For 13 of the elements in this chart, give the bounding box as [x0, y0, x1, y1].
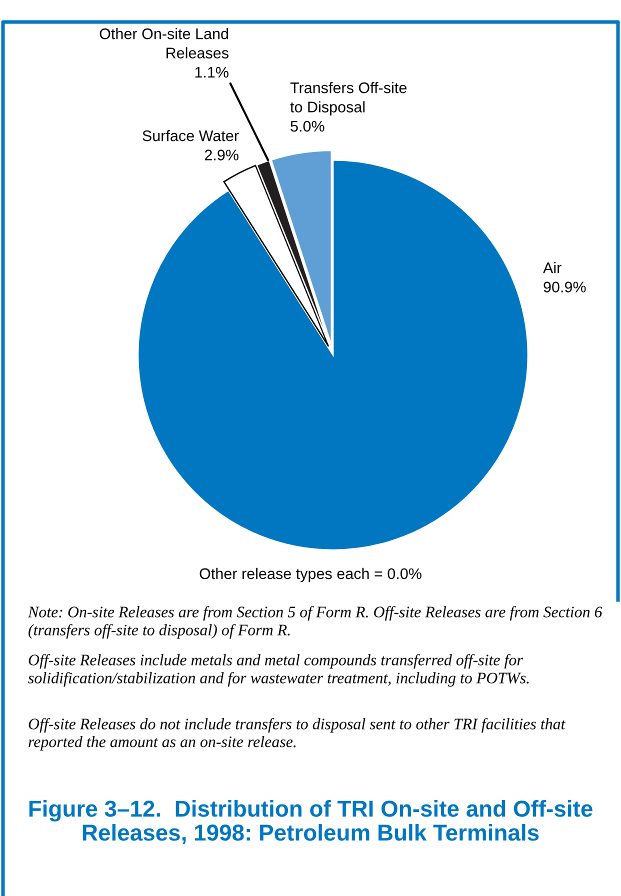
slice-label: Transfers Off-site to Disposal [290, 82, 406, 116]
text: Note: On-site Releases are from Section 5 of Form R. Off-site Releases are from Section 6 (transfers off-site to disposal) of Form R. [28, 606, 602, 639]
data-label: 2.9% [204, 150, 238, 160]
slice-label: Surface Water [142, 130, 239, 142]
data-label: 5.0% [290, 120, 324, 132]
data-label: 90.9% [544, 282, 586, 292]
text: Other release types each = 0.0% [200, 568, 422, 582]
slice-label: Other On-site Land Releases [100, 28, 228, 58]
text: Figure 3–12. Distribution of TRI On-site and Off-site Releases, 1998: Petroleum Bulk Terminals [29, 800, 592, 844]
slice-label: Air [543, 262, 562, 274]
data-label: 1.1% [195, 66, 228, 78]
text: Off-site Releases include metals and metal compounds transferred off-site for solidification/stabilization and for wastewater treatment, including to POTWs. [28, 654, 529, 687]
text: Off-site Releases do not include transfers to disposal sent to other TRI facilities that reported the amount as an on-site release. [28, 718, 566, 750]
